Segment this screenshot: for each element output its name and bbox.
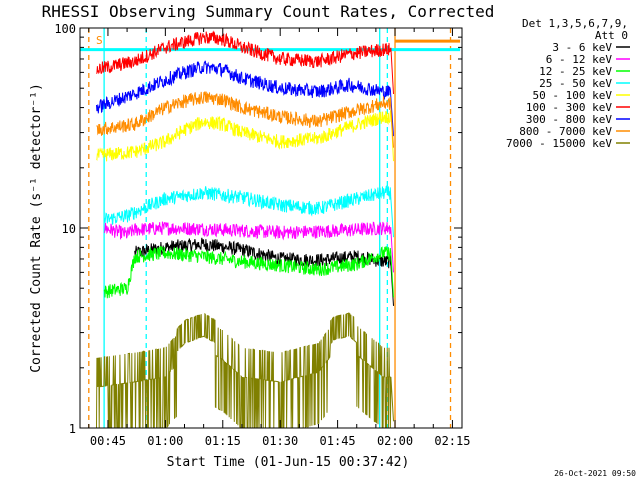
x-tick-label-6: 02:15 xyxy=(434,434,470,448)
series-line-7 xyxy=(96,91,394,148)
flag-label: S xyxy=(96,34,103,47)
x-tick-label-0: 00:45 xyxy=(90,434,126,448)
series-line-1 xyxy=(103,221,394,273)
y-tick-label-0: 1 xyxy=(69,422,76,436)
series-line-3 xyxy=(103,184,394,238)
series-line-5 xyxy=(96,30,394,95)
legend-label-6: 300 - 800 keV xyxy=(526,113,612,126)
series-7000-15000-kev xyxy=(96,312,394,428)
series-6-12-kev xyxy=(103,221,394,273)
series-line-0 xyxy=(134,237,394,306)
series-50-100-kev xyxy=(96,109,394,162)
legend-label-4: 50 - 100 keV xyxy=(533,89,613,102)
x-tick-label-2: 01:15 xyxy=(205,434,241,448)
series-3-6-kev xyxy=(134,237,394,306)
series-line-8 xyxy=(96,312,394,428)
legend-label-7: 800 - 7000 keV xyxy=(519,125,612,138)
series-300-800-kev xyxy=(96,60,394,137)
y-axis-label: Corrected Count Rate (s⁻¹ detector⁻¹) xyxy=(29,83,44,373)
x-tick-label-4: 01:45 xyxy=(320,434,356,448)
x-tick-label-1: 01:00 xyxy=(147,434,183,448)
axes: 00:45 01:00 01:15 01:30 01:45 02:00 02:15 1 10 10… xyxy=(54,22,470,448)
series-800-7000-kev xyxy=(96,91,394,148)
y-tick-label-1: 10 xyxy=(62,222,76,236)
legend-label-2: 12 - 25 keV xyxy=(539,65,612,78)
series-25-50-kev xyxy=(103,184,394,238)
series-line-6 xyxy=(96,60,394,137)
legend-label-8: 7000 - 15000 keV xyxy=(506,137,612,150)
legend-header-line-2: Att 0 xyxy=(595,29,628,42)
x-tick-label-5: 02:00 xyxy=(377,434,413,448)
series-line-2 xyxy=(103,245,394,299)
series-layer xyxy=(96,30,394,428)
series-100-300-kev xyxy=(96,30,394,95)
legend-label-1: 6 - 12 keV xyxy=(546,53,613,66)
x-axis-label: Start Time (01-Jun-15 00:37:42) xyxy=(167,455,410,470)
legend-label-0: 3 - 6 keV xyxy=(552,41,612,54)
footer-date: 26-Oct-2021 09:50 xyxy=(554,469,636,478)
legend-label-5: 100 - 300 keV xyxy=(526,101,612,114)
series-12-25-kev xyxy=(103,245,394,299)
y-tick-label-2: 100 xyxy=(54,22,76,36)
x-tick-label-3: 01:30 xyxy=(262,434,298,448)
horizontal-segments xyxy=(80,39,461,52)
series-line-4 xyxy=(96,109,394,162)
chart-title: RHESSI Observing Summary Count Rates, Co… xyxy=(42,2,495,21)
legend-header-line-1: Det 1,3,5,6,7,9, xyxy=(522,17,628,30)
legend-label-3: 25 - 50 keV xyxy=(539,77,612,90)
